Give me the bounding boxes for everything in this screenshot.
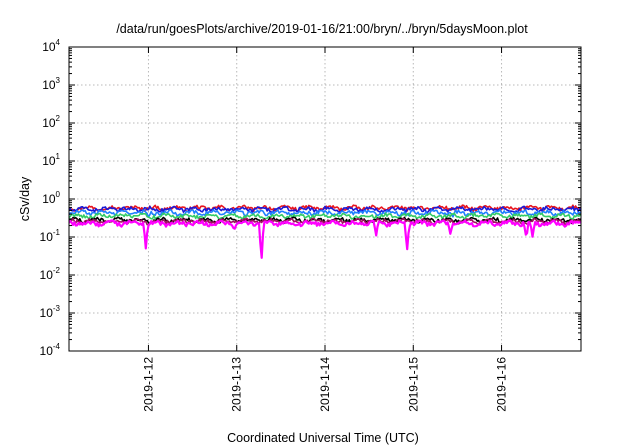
y-tick-label: 10-1 bbox=[40, 228, 61, 244]
x-tick-label: 2019-1-13 bbox=[230, 357, 244, 412]
x-tick-label: 2019-1-16 bbox=[495, 357, 509, 412]
y-tick-label: 10-2 bbox=[40, 266, 61, 282]
chart-title: /data/run/goesPlots/archive/2019-01-16/2… bbox=[116, 22, 528, 36]
series-line bbox=[69, 208, 581, 218]
series-group bbox=[69, 204, 581, 259]
y-tick-label: 104 bbox=[42, 38, 60, 54]
x-tick-label: 2019-1-14 bbox=[318, 357, 332, 412]
y-tick-label: 101 bbox=[42, 152, 60, 168]
series-layer bbox=[69, 204, 581, 259]
y-tick-label: 10-4 bbox=[40, 342, 61, 358]
ticks: 10-4 10-3 10-2 10-1 100 101 102 103 104 2019-1-12… bbox=[40, 38, 581, 412]
grid bbox=[69, 47, 581, 351]
series-line bbox=[69, 212, 581, 221]
series-line bbox=[69, 205, 581, 214]
series-line bbox=[69, 217, 581, 226]
x-axis-label: Coordinated Universal Time (UTC) bbox=[227, 431, 419, 445]
y-tick-label: 102 bbox=[42, 114, 60, 130]
x-tick-label: 2019-1-15 bbox=[406, 357, 420, 412]
series-line bbox=[69, 219, 581, 259]
y-tick-label: 100 bbox=[42, 190, 60, 206]
y-axis-label: cSv/day bbox=[18, 176, 32, 221]
y-tick-label: 103 bbox=[42, 76, 60, 92]
y-tick-label: 10-3 bbox=[40, 304, 61, 320]
x-tick-label: 2019-1-12 bbox=[141, 357, 155, 412]
